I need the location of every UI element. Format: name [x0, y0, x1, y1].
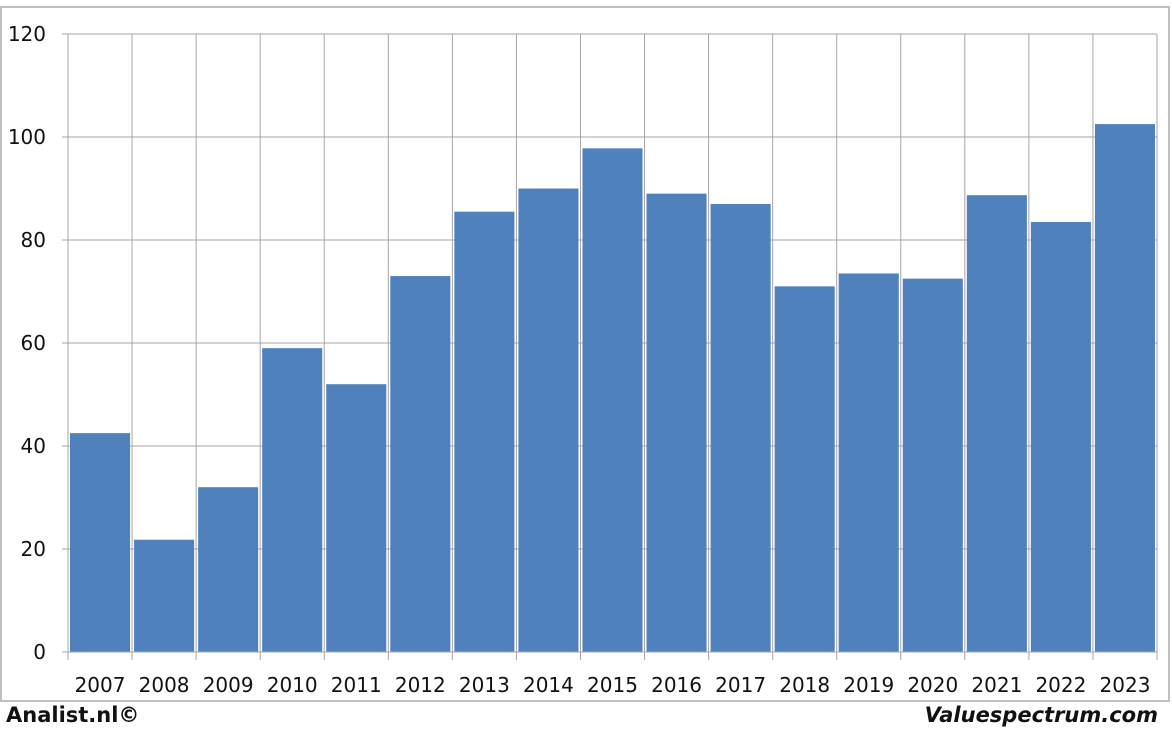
bar-2007 — [70, 433, 131, 652]
x-tick-label: 2019 — [843, 673, 894, 697]
bar-2019 — [838, 273, 899, 652]
bar-2013 — [454, 211, 515, 653]
x-tick-label: 2012 — [395, 673, 446, 697]
x-tick-label: 2010 — [267, 673, 318, 697]
bar-2021 — [966, 195, 1027, 652]
bar-2012 — [390, 276, 451, 652]
bar-2015 — [582, 148, 643, 652]
y-tick-label: 60 — [21, 331, 46, 355]
y-tick-label: 80 — [21, 228, 46, 252]
x-tick-label: 2017 — [715, 673, 766, 697]
x-tick-label: 2014 — [523, 673, 574, 697]
footer-brand-right: Valuespectrum.com — [924, 703, 1158, 727]
bar-2010 — [262, 348, 323, 652]
chart-border — [0, 6, 1170, 702]
y-tick-label: 40 — [21, 434, 46, 458]
x-tick-label: 2009 — [203, 673, 254, 697]
x-tick-label: 2013 — [459, 673, 510, 697]
bar-2009 — [198, 487, 259, 652]
bar-2022 — [1030, 221, 1091, 652]
y-tick-label: 20 — [21, 537, 46, 561]
bar-2008 — [134, 539, 195, 652]
x-tick-label: 2018 — [779, 673, 830, 697]
x-tick-label: 2011 — [331, 673, 382, 697]
x-tick-label: 2008 — [139, 673, 190, 697]
y-tick-label: 120 — [8, 22, 46, 46]
bar-2016 — [646, 193, 707, 652]
bar-2020 — [902, 278, 963, 652]
x-tick-label: 2016 — [651, 673, 702, 697]
x-tick-label: 2020 — [907, 673, 958, 697]
bar-2017 — [710, 203, 771, 652]
x-tick-label: 2023 — [1100, 673, 1151, 697]
bar-2023 — [1094, 124, 1155, 652]
x-tick-label: 2022 — [1035, 673, 1086, 697]
x-tick-label: 2021 — [971, 673, 1022, 697]
bar-2011 — [326, 384, 387, 652]
x-tick-label: 2015 — [587, 673, 638, 697]
bar-2014 — [518, 188, 579, 652]
x-tick-label: 2007 — [75, 673, 126, 697]
y-tick-label: 0 — [33, 640, 46, 664]
bar-2018 — [774, 286, 835, 652]
footer-brand-left: Analist.nl© — [6, 703, 140, 727]
y-tick-label: 100 — [8, 125, 46, 149]
